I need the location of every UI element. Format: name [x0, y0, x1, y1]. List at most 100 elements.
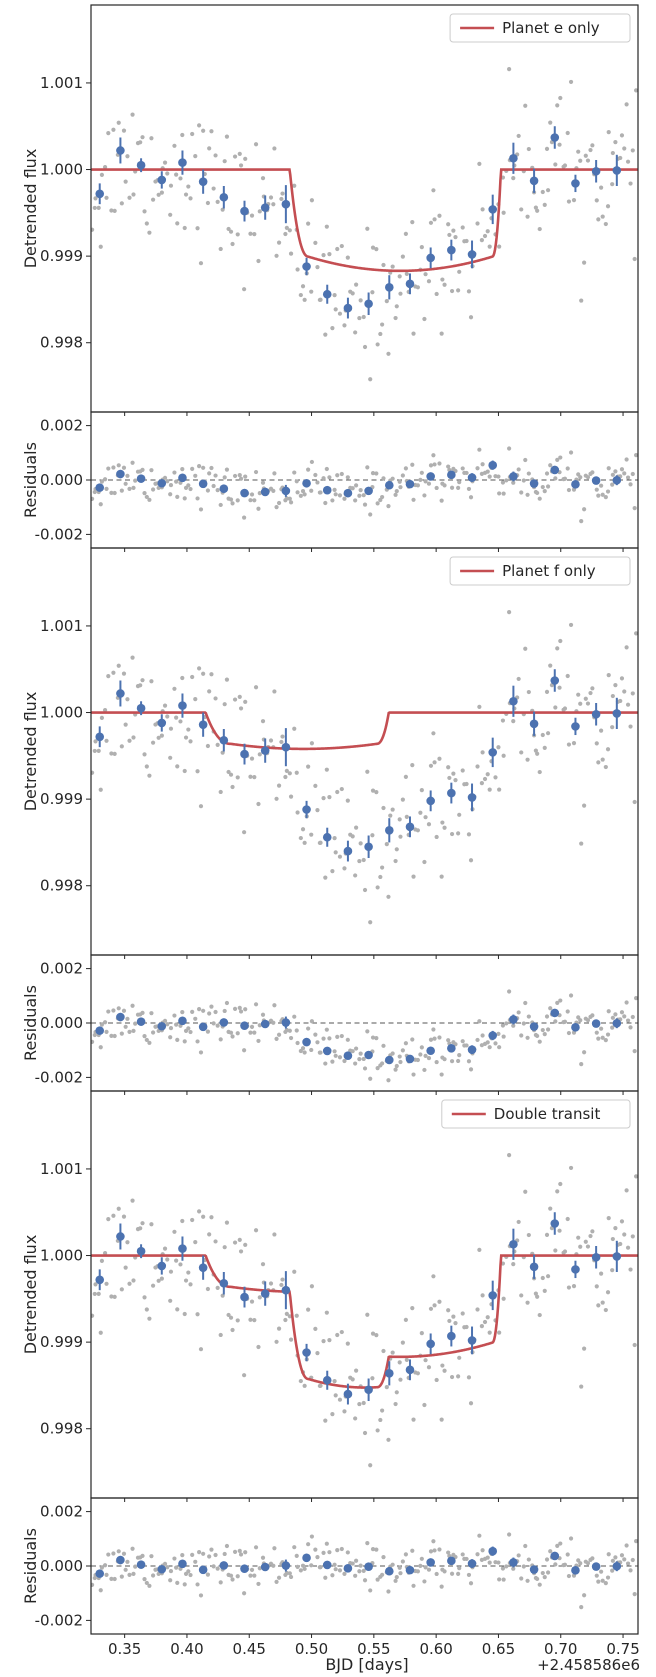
raw-point — [201, 1551, 206, 1556]
raw-point — [558, 638, 563, 644]
raw-point — [466, 1572, 472, 1578]
raw-point — [440, 277, 445, 282]
raw-point — [182, 1582, 187, 1587]
binned-point — [571, 179, 580, 188]
raw-point — [149, 136, 154, 141]
binned-point — [240, 488, 249, 498]
raw-point — [501, 1296, 506, 1301]
raw-point — [142, 1577, 147, 1582]
y-axis-label: Residuals — [21, 1528, 40, 1604]
raw-point — [178, 176, 183, 181]
raw-point — [610, 182, 615, 187]
raw-point — [562, 1562, 568, 1567]
binned-point — [178, 1016, 187, 1026]
raw-point — [318, 490, 323, 495]
legend: Double transit — [441, 1099, 631, 1129]
raw-point — [309, 741, 315, 746]
axes-frame — [90, 1090, 639, 1499]
raw-point — [294, 479, 299, 484]
raw-point — [342, 1409, 347, 1414]
raw-point — [624, 457, 629, 462]
raw-point — [630, 148, 635, 153]
raw-point — [104, 195, 109, 200]
raw-point — [565, 1216, 570, 1222]
raw-point — [523, 646, 528, 651]
x-tick-label: 0.75 — [606, 1640, 639, 1658]
raw-point — [274, 505, 279, 510]
raw-point — [201, 128, 206, 133]
y-tick-label: 0.998 — [40, 334, 83, 352]
binned-point — [467, 1045, 477, 1054]
raw-point — [295, 490, 300, 495]
raw-point — [384, 299, 389, 304]
binned-point — [260, 203, 270, 212]
raw-point — [318, 1050, 323, 1055]
raw-point — [540, 1570, 545, 1576]
raw-point — [400, 1048, 405, 1053]
raw-point — [238, 706, 244, 711]
raw-point — [149, 679, 154, 684]
raw-point — [178, 1262, 183, 1267]
raw-point — [526, 689, 531, 695]
binned-point — [343, 846, 353, 856]
raw-point — [540, 1275, 545, 1281]
raw-point — [540, 732, 545, 738]
raw-point — [386, 894, 391, 899]
raw-point — [243, 156, 248, 161]
raw-point — [370, 290, 375, 295]
raw-point — [625, 1245, 631, 1250]
raw-point — [487, 787, 492, 792]
raw-point — [466, 1375, 472, 1380]
raw-point — [353, 330, 358, 335]
raw-point — [618, 155, 623, 161]
binned-point — [447, 1044, 456, 1053]
raw-point — [180, 1218, 185, 1224]
raw-point — [437, 1299, 442, 1304]
raw-point — [205, 1572, 211, 1577]
raw-point — [309, 1534, 315, 1539]
raw-point — [562, 163, 568, 168]
raw-point — [260, 480, 266, 485]
raw-point — [156, 735, 161, 740]
raw-point — [362, 1578, 368, 1583]
raw-point — [321, 1339, 326, 1344]
raw-point — [555, 103, 560, 108]
raw-point — [127, 1572, 132, 1577]
raw-point — [180, 675, 185, 681]
raw-point — [230, 501, 235, 506]
raw-point — [271, 202, 276, 207]
binned-point — [178, 1244, 187, 1253]
raw-point — [279, 739, 284, 745]
raw-point — [548, 463, 553, 468]
raw-point — [339, 1329, 344, 1335]
raw-point — [243, 474, 248, 479]
raw-point — [287, 1571, 292, 1576]
raw-point — [272, 1232, 277, 1237]
raw-point — [446, 1550, 451, 1555]
raw-point — [442, 282, 447, 287]
raw-point — [403, 466, 408, 471]
raw-point — [274, 253, 279, 258]
raw-point — [526, 1232, 531, 1238]
raw-point — [628, 1025, 633, 1030]
raw-point — [249, 213, 255, 218]
raw-point — [437, 461, 442, 466]
binned-point — [426, 1558, 435, 1567]
binned-point — [343, 1051, 353, 1060]
raw-point — [195, 1039, 200, 1044]
raw-point — [605, 1032, 611, 1037]
binned-point — [322, 1046, 332, 1056]
binned-point — [385, 1566, 394, 1576]
raw-point — [300, 1046, 306, 1051]
raw-point — [525, 1578, 530, 1583]
binned-point — [157, 478, 167, 488]
raw-point — [252, 1573, 257, 1578]
raw-point — [193, 1016, 198, 1021]
raw-point — [350, 1561, 355, 1566]
raw-point — [557, 142, 562, 147]
raw-point — [403, 1552, 408, 1557]
y-tick-label: 1.001 — [40, 1160, 83, 1178]
raw-point — [193, 1240, 198, 1245]
raw-point — [195, 1312, 200, 1317]
raw-point — [562, 706, 568, 711]
